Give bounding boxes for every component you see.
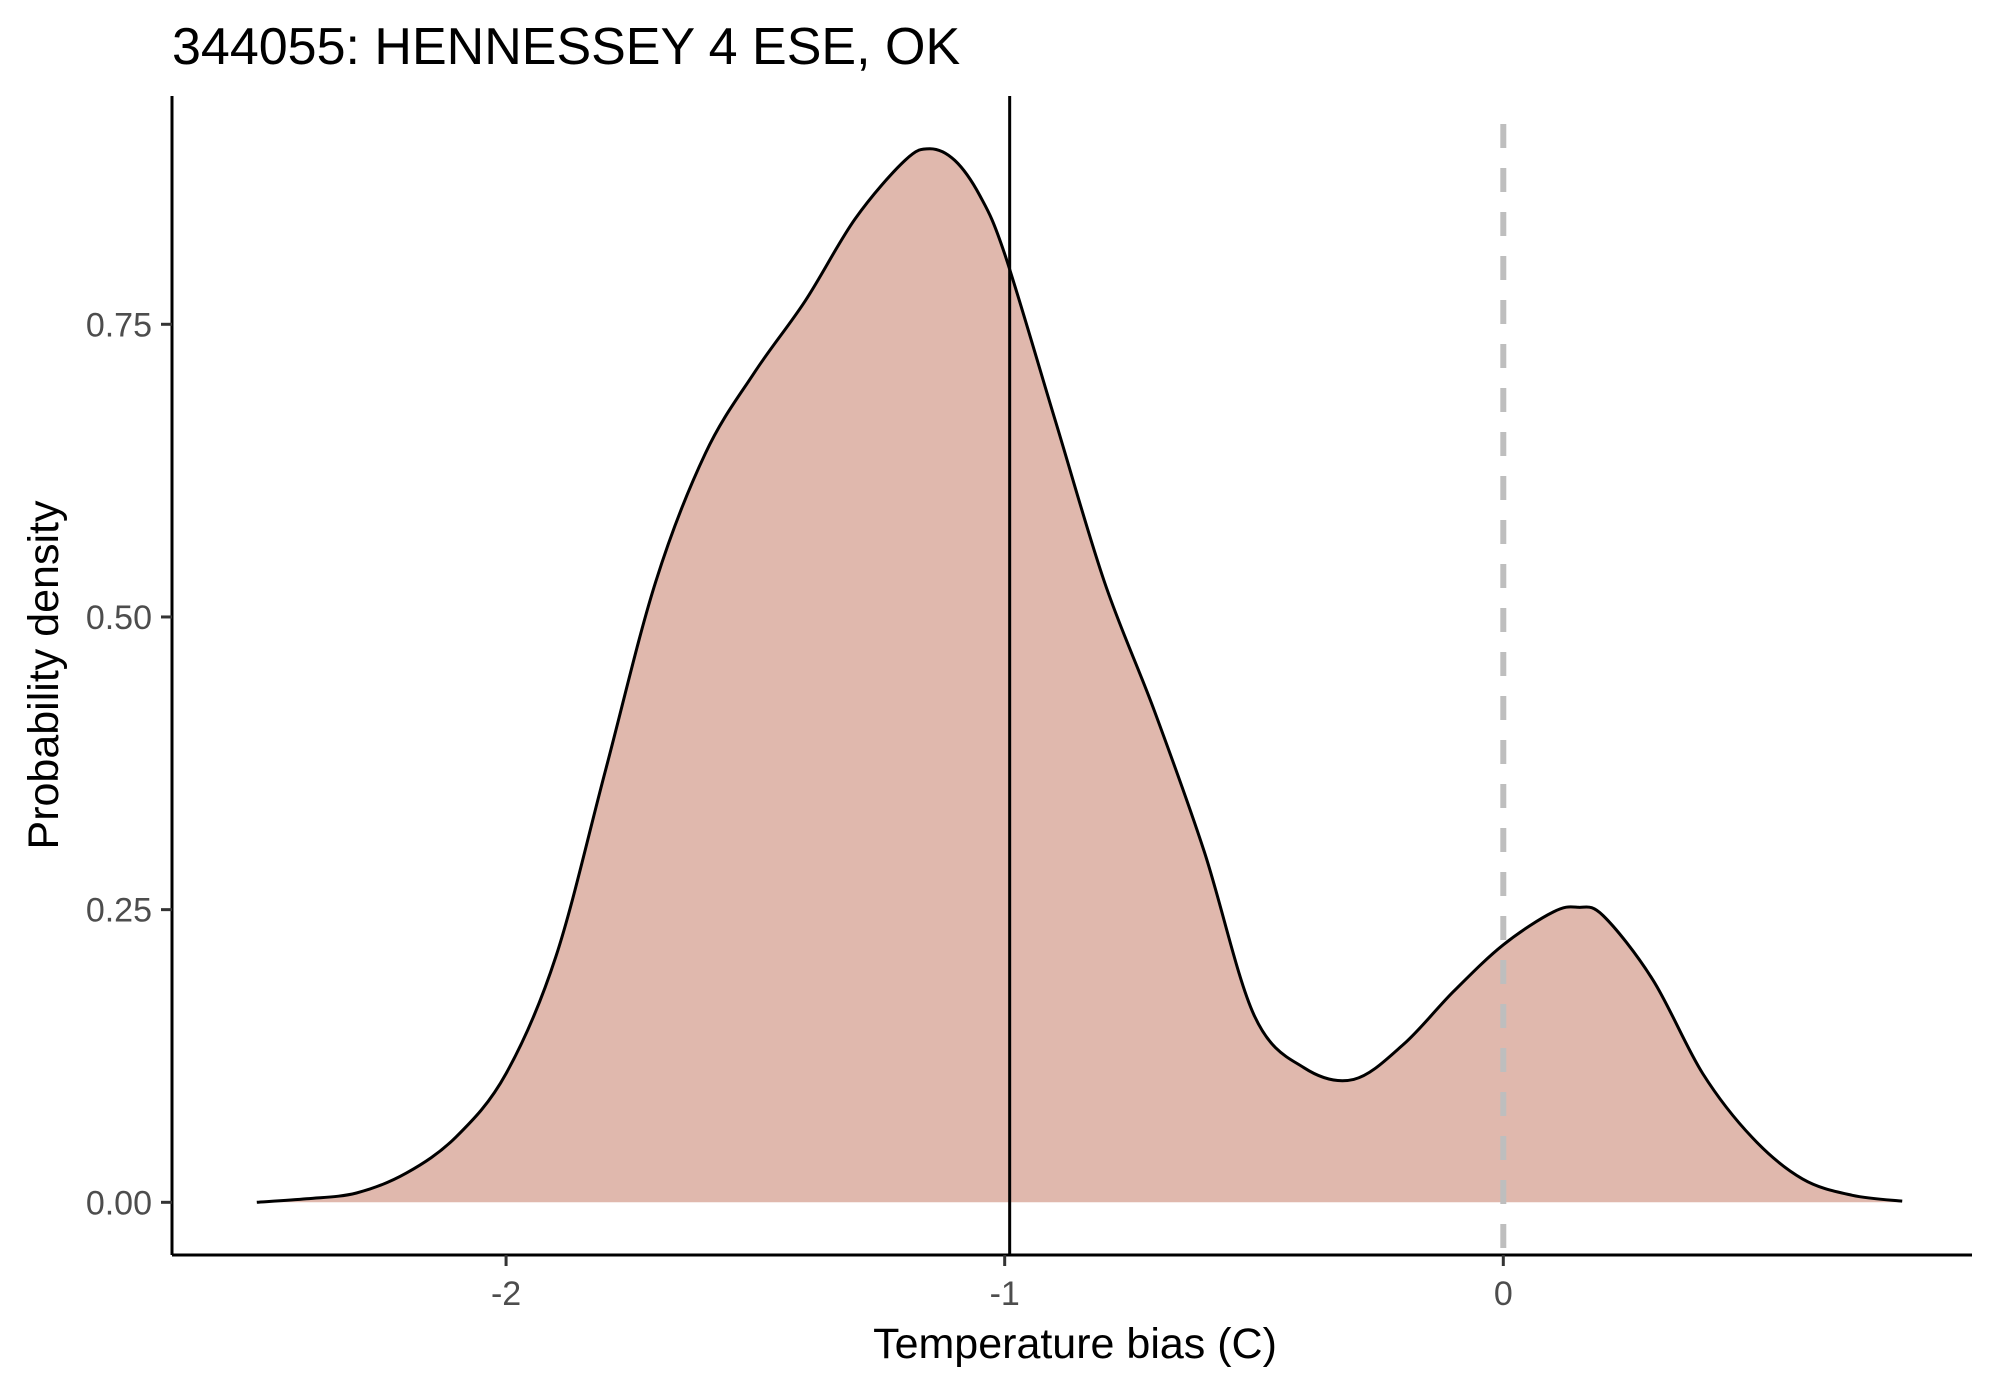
chart-title: 344055: HENNESSEY 4 ESE, OK (172, 18, 960, 76)
density-area (256, 148, 1903, 1203)
y-tick-label: 0.25 (86, 892, 152, 930)
x-tick-label: -1 (990, 1275, 1020, 1313)
y-axis-title: Probability density (20, 500, 68, 849)
x-tick-label: 0 (1494, 1275, 1513, 1313)
x-axis-title: Temperature bias (C) (873, 1320, 1277, 1368)
y-axis-ticks: 0.00 0.25 0.50 0.75 (86, 306, 172, 1222)
y-tick-label: 0.50 (86, 599, 152, 637)
x-tick-label: -2 (491, 1275, 521, 1313)
y-tick-label: 0.00 (86, 1184, 152, 1222)
density-curve (256, 147, 1903, 1204)
y-tick-label: 0.75 (86, 306, 152, 344)
x-axis-ticks: -2 -1 0 (491, 1255, 1513, 1313)
